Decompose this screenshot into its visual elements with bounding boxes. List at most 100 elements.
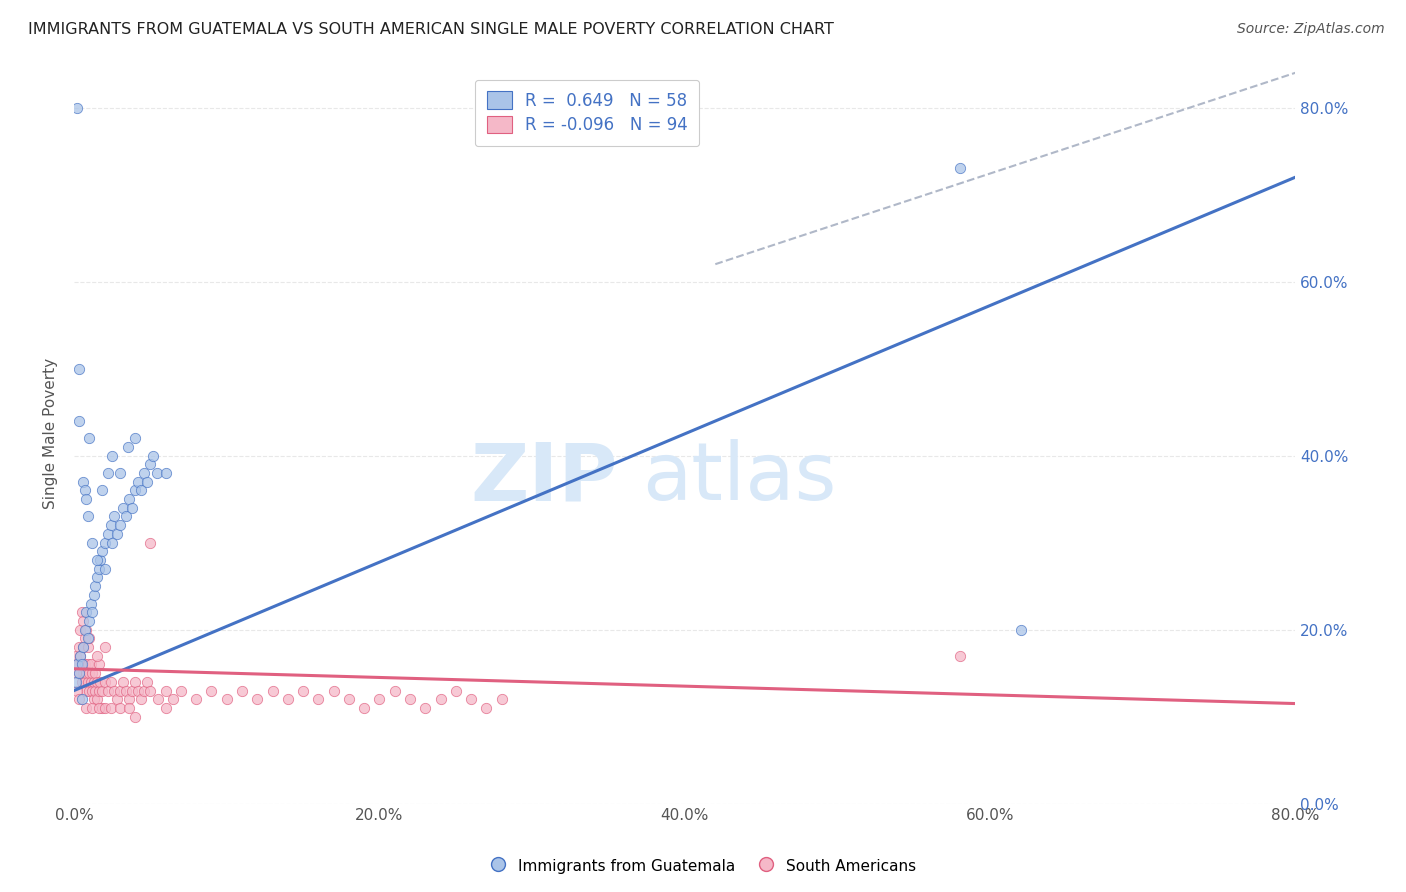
Point <box>80 674 103 689</box>
Point <box>72 614 94 628</box>
Point <box>460 692 482 706</box>
Point <box>136 475 159 489</box>
Point <box>115 509 138 524</box>
Point <box>73 632 96 646</box>
Point <box>67 666 90 681</box>
Point <box>79 666 101 681</box>
Point <box>307 692 329 706</box>
Point <box>100 674 122 689</box>
Point <box>87 657 110 672</box>
Point <box>67 666 90 681</box>
Point <box>292 683 315 698</box>
Point <box>105 692 128 706</box>
Point <box>368 692 391 706</box>
Point <box>66 657 89 672</box>
Point <box>127 683 149 698</box>
Point <box>70 674 93 689</box>
Point <box>117 440 139 454</box>
Point <box>134 466 156 480</box>
Point <box>142 449 165 463</box>
Point <box>948 161 970 176</box>
Point <box>66 657 89 672</box>
Point <box>76 509 98 524</box>
Point <box>100 701 122 715</box>
Point <box>100 518 122 533</box>
Point <box>69 648 91 663</box>
Point <box>139 535 162 549</box>
Point <box>124 709 146 723</box>
Text: IMMIGRANTS FROM GUATEMALA VS SOUTH AMERICAN SINGLE MALE POVERTY CORRELATION CHAR: IMMIGRANTS FROM GUATEMALA VS SOUTH AMERI… <box>28 22 834 37</box>
Point <box>170 683 193 698</box>
Point <box>83 588 105 602</box>
Point <box>277 692 299 706</box>
Point <box>101 535 124 549</box>
Point <box>73 674 96 689</box>
Point <box>89 674 111 689</box>
Point <box>75 683 97 698</box>
Point <box>75 666 97 681</box>
Point <box>69 623 91 637</box>
Point <box>93 640 115 654</box>
Text: Source: ZipAtlas.com: Source: ZipAtlas.com <box>1237 22 1385 37</box>
Point <box>75 701 97 715</box>
Point <box>337 692 360 706</box>
Point <box>82 535 104 549</box>
Point <box>79 632 101 646</box>
Point <box>70 657 93 672</box>
Point <box>83 692 105 706</box>
Point <box>90 483 112 498</box>
Point <box>86 570 108 584</box>
Point <box>70 605 93 619</box>
Point <box>146 692 169 706</box>
Point <box>70 657 93 672</box>
Point <box>73 623 96 637</box>
Point <box>1010 623 1032 637</box>
Point <box>111 674 134 689</box>
Point <box>353 701 375 715</box>
Point <box>76 674 98 689</box>
Point <box>72 666 94 681</box>
Point <box>67 640 90 654</box>
Point <box>75 492 97 507</box>
Point <box>69 648 91 663</box>
Point <box>215 692 238 706</box>
Point <box>70 692 93 706</box>
Point <box>82 683 104 698</box>
Point <box>413 701 436 715</box>
Point <box>136 674 159 689</box>
Point <box>97 683 120 698</box>
Point <box>103 509 125 524</box>
Point <box>66 101 89 115</box>
Y-axis label: Single Male Poverty: Single Male Poverty <box>44 359 58 509</box>
Legend: R =  0.649   N = 58, R = -0.096   N = 94: R = 0.649 N = 58, R = -0.096 N = 94 <box>475 79 699 146</box>
Point <box>948 648 970 663</box>
Point <box>115 683 138 698</box>
Point <box>155 683 177 698</box>
Point <box>124 674 146 689</box>
Point <box>101 449 124 463</box>
Point <box>97 466 120 480</box>
Point <box>73 483 96 498</box>
Point <box>111 500 134 515</box>
Point <box>76 640 98 654</box>
Point <box>121 683 143 698</box>
Point <box>186 692 208 706</box>
Point <box>129 483 152 498</box>
Point <box>87 683 110 698</box>
Point <box>139 683 162 698</box>
Point <box>429 692 451 706</box>
Point <box>124 483 146 498</box>
Point <box>118 701 141 715</box>
Point <box>108 683 131 698</box>
Point <box>84 579 107 593</box>
Text: ZIP: ZIP <box>471 439 619 517</box>
Point <box>79 614 101 628</box>
Point <box>475 701 498 715</box>
Point <box>89 553 111 567</box>
Text: atlas: atlas <box>643 439 837 517</box>
Point <box>127 475 149 489</box>
Point <box>93 674 115 689</box>
Point <box>155 466 177 480</box>
Point <box>246 692 269 706</box>
Point <box>121 500 143 515</box>
